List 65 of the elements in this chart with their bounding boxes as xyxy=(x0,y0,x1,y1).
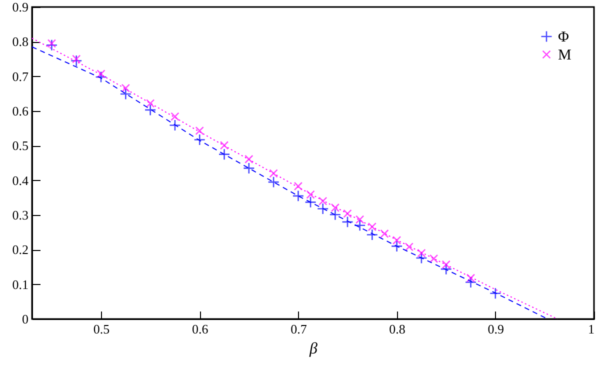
point xyxy=(466,274,476,282)
x-tick-label: 0.8 xyxy=(389,322,406,336)
y-tick-label: 0.6 xyxy=(12,104,29,118)
point xyxy=(268,176,280,188)
point xyxy=(144,104,156,116)
y-tick-label: 0.8 xyxy=(12,34,28,50)
point xyxy=(355,215,364,224)
y-tick-label: 0.5 xyxy=(12,138,28,154)
point xyxy=(220,140,229,150)
point xyxy=(366,228,378,241)
point xyxy=(380,229,389,238)
x-tick-label: 0.7 xyxy=(290,322,308,336)
point xyxy=(146,99,155,108)
legend-label: Φ xyxy=(558,30,569,46)
y-tick-label: 0.7 xyxy=(12,68,29,84)
point xyxy=(46,39,58,52)
point xyxy=(316,202,329,215)
point xyxy=(354,220,366,232)
point xyxy=(304,196,316,208)
point xyxy=(342,216,354,228)
point xyxy=(169,119,181,132)
point xyxy=(392,236,402,245)
point xyxy=(96,70,106,78)
point xyxy=(72,54,81,64)
x-tick-label: 0.9 xyxy=(488,322,504,336)
point xyxy=(218,148,230,160)
point xyxy=(120,88,132,100)
point xyxy=(330,203,340,212)
point xyxy=(47,39,56,48)
point xyxy=(121,84,130,92)
point xyxy=(329,208,342,221)
point xyxy=(343,209,352,218)
point xyxy=(306,190,315,199)
point xyxy=(490,287,502,300)
point xyxy=(464,276,477,288)
x-tick-label: 0.6 xyxy=(192,322,209,336)
point xyxy=(170,112,180,121)
point xyxy=(269,169,278,178)
x-tick-label: 1 xyxy=(588,322,594,336)
point xyxy=(390,240,403,252)
point xyxy=(294,182,303,191)
point xyxy=(292,190,304,202)
point xyxy=(429,254,438,264)
point xyxy=(195,126,204,136)
y-tick-label: 0.2 xyxy=(12,242,28,258)
legend-label: M xyxy=(558,48,572,64)
y-tick-label: 0 xyxy=(22,312,28,326)
x-tick-label: 0.5 xyxy=(93,322,110,336)
point xyxy=(368,222,377,232)
point xyxy=(194,134,206,146)
point xyxy=(417,248,426,258)
y-tick-label: 0.3 xyxy=(12,208,28,222)
y-tick-label: 0.9 xyxy=(12,0,28,14)
point xyxy=(318,196,328,206)
y-tick-label: 0.1 xyxy=(12,276,28,292)
point xyxy=(416,252,428,264)
point xyxy=(404,242,414,252)
point xyxy=(243,162,255,174)
point xyxy=(70,54,82,67)
point xyxy=(95,71,107,83)
x-axis-title: β xyxy=(308,340,318,358)
point xyxy=(244,154,254,164)
point xyxy=(440,263,452,275)
point xyxy=(442,260,450,269)
y-tick-label: 0.4 xyxy=(12,172,29,188)
